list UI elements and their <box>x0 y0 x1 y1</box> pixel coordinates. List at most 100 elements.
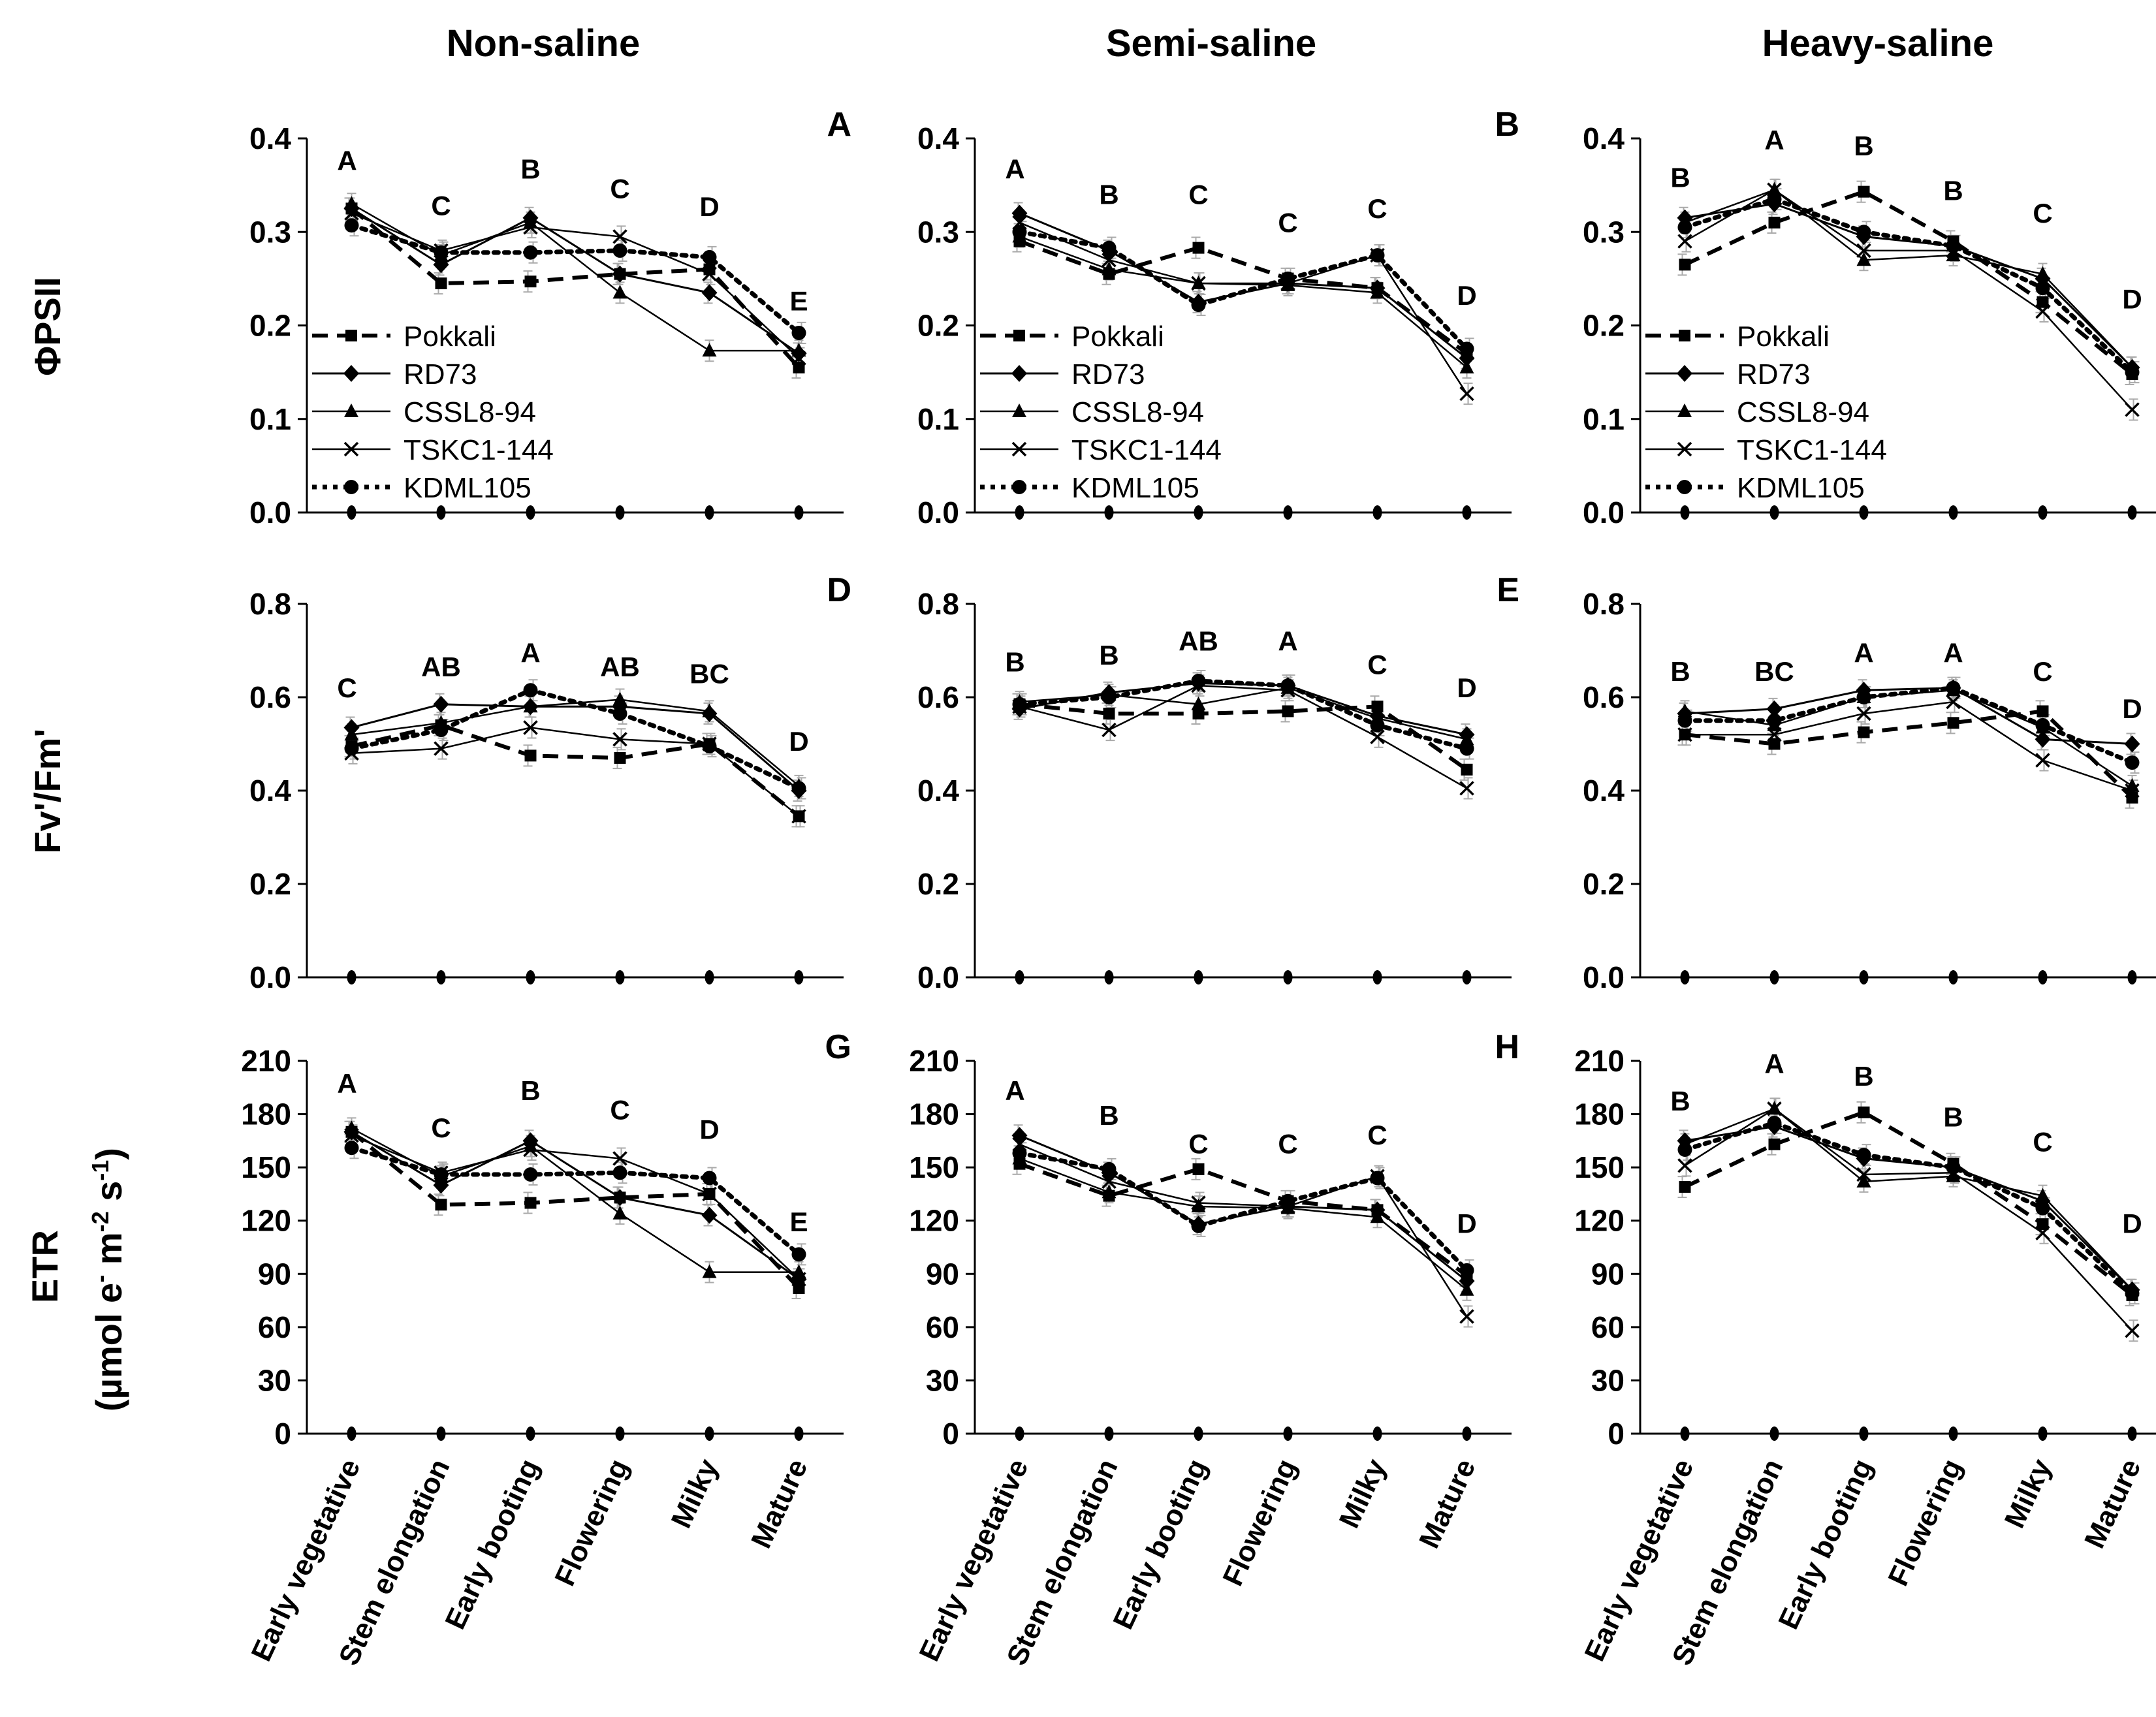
legend-label: TSKC1-144 <box>404 434 554 466</box>
data-point-kdml105 <box>1856 690 1871 704</box>
significance-letter: D <box>1457 280 1476 311</box>
data-point-tskc1-144 <box>702 266 717 281</box>
panel-c: 0.00.10.20.30.4CBABBCDPokkaliRD73CSSL8-9… <box>1583 121 2156 529</box>
series-line-pokkali <box>1019 1161 1468 1278</box>
significance-letter: D <box>699 1114 719 1145</box>
x-tick-dot <box>1948 505 1958 520</box>
significance-letter: D <box>699 191 719 222</box>
data-point-kdml105 <box>1370 248 1385 263</box>
legend-label: TSKC1-144 <box>1737 434 1887 466</box>
significance-letter: BC <box>1754 656 1794 687</box>
data-point-kdml105 <box>612 1165 627 1180</box>
y-tick-label: 0.3 <box>249 215 291 249</box>
data-point-kdml105 <box>1856 1148 1871 1163</box>
y-tick-label: 0.1 <box>917 402 959 436</box>
x-tick-dot <box>705 1426 714 1441</box>
legend-label: RD73 <box>404 358 477 390</box>
data-point-pokkali <box>1947 717 1959 729</box>
data-point-kdml105 <box>523 245 538 260</box>
y-tick-label: 90 <box>1591 1257 1625 1291</box>
panel-b: 0.0 0.1 0.2 0.3 0.4 B A B C C C D Pokkali RD73 CSSL8-9… <box>917 106 1519 529</box>
data-point-kdml105 <box>2125 365 2140 380</box>
data-point-tskc1-144 <box>2035 1225 2050 1240</box>
etr-units-sup: -2 <box>87 1211 114 1232</box>
data-point-cssl8-94 <box>2035 1188 2050 1202</box>
x-tick-dot <box>1194 970 1203 985</box>
data-point-kdml105 <box>523 683 538 698</box>
series-line-tskc1-144 <box>1684 1107 2133 1332</box>
data-point-tskc1-144 <box>1946 694 1961 710</box>
data-point-pokkali <box>793 1282 805 1295</box>
x-tick-dot <box>1680 970 1690 985</box>
data-point-cssl8-94 <box>1946 247 1961 262</box>
etr-units-part: ) <box>88 1148 129 1160</box>
etr-units-sup: -1 <box>87 1160 114 1181</box>
series-line-kdml105 <box>1683 197 2134 375</box>
data-point-cssl8-94 <box>612 1205 627 1220</box>
y-tick-label: 0.2 <box>249 309 291 343</box>
data-point-rd73 <box>1011 204 1028 222</box>
data-point-tskc1-144 <box>1677 1158 1692 1173</box>
x-tick-dot <box>1104 970 1114 985</box>
panel-letter: A <box>827 106 851 144</box>
data-point-kdml105 <box>344 218 359 233</box>
legend-label: CSSL8-94 <box>404 396 536 428</box>
x-tick-dot <box>1283 970 1293 985</box>
data-point-kdml105 <box>1677 1142 1692 1157</box>
legend-marker <box>344 403 358 417</box>
legend-marker <box>1677 365 1692 382</box>
data-point-rd73 <box>701 284 718 302</box>
panel-letter: D <box>827 571 851 609</box>
significance-letter: D <box>1457 1208 1476 1239</box>
significance-letter: BC <box>690 659 729 689</box>
data-point-pokkali <box>2037 705 2049 717</box>
data-point-rd73 <box>1011 1127 1028 1144</box>
data-point-tskc1-144 <box>2125 402 2140 417</box>
x-tick-dot <box>1769 970 1779 985</box>
y-tick-label: 60 <box>258 1310 291 1344</box>
data-point-pokkali <box>1858 726 1870 738</box>
significance-letter: E <box>789 286 808 317</box>
significance-letter: A <box>337 1068 357 1099</box>
legend-marker <box>343 441 359 457</box>
significance-letter: E <box>789 1206 808 1237</box>
data-point-cssl8-94 <box>523 699 538 713</box>
data-point-tskc1-144 <box>612 732 627 747</box>
data-point-tskc1-144 <box>1767 727 1782 742</box>
data-point-kdml105 <box>1191 1218 1206 1233</box>
data-point-tskc1-144 <box>791 351 806 366</box>
data-point-rd73 <box>701 1206 718 1224</box>
legend-marker <box>1012 480 1026 494</box>
x-tick-dot <box>347 1426 357 1441</box>
legend-marker <box>1011 441 1027 457</box>
y-tick-label: 0.4 <box>917 774 959 808</box>
data-point-kdml105 <box>1191 297 1206 312</box>
y-tick-label: 0.2 <box>1583 309 1625 343</box>
series-line-cssl8-94 <box>1685 189 2133 368</box>
legend-label: RD73 <box>1071 358 1145 390</box>
x-tick-label: Milky <box>1999 1454 2058 1533</box>
x-tick-label: Flowering <box>548 1455 635 1591</box>
data-point-kdml105 <box>1370 717 1385 732</box>
y-tick-label: 90 <box>926 1257 959 1291</box>
significance-letter: C <box>431 190 451 221</box>
data-point-pokkali <box>524 276 537 288</box>
data-point-kdml105 <box>791 781 806 796</box>
data-point-cssl8-94 <box>702 343 717 357</box>
data-point-kdml105 <box>523 1167 538 1182</box>
etr-units-part: (µmol e <box>88 1283 129 1411</box>
x-tick-dot <box>794 970 804 985</box>
x-tick-dot <box>1769 1426 1779 1441</box>
data-point-pokkali <box>1679 1181 1691 1193</box>
significance-letter: C <box>610 174 629 204</box>
data-point-kdml105 <box>2035 1201 2050 1216</box>
data-point-kdml105 <box>1459 1263 1474 1278</box>
series-line-rd73 <box>351 703 800 792</box>
legend-label: TSKC1-144 <box>1071 434 1222 466</box>
x-tick-label: Milky <box>665 1454 725 1533</box>
x-tick-label: Mature <box>745 1455 814 1553</box>
data-point-pokkali <box>1192 1163 1205 1175</box>
panel-f: 0.00.20.40.60.8FBBCAACD <box>1583 587 2156 994</box>
data-point-cssl8-94 <box>1856 1173 1871 1188</box>
x-tick-dot <box>1194 1426 1203 1441</box>
